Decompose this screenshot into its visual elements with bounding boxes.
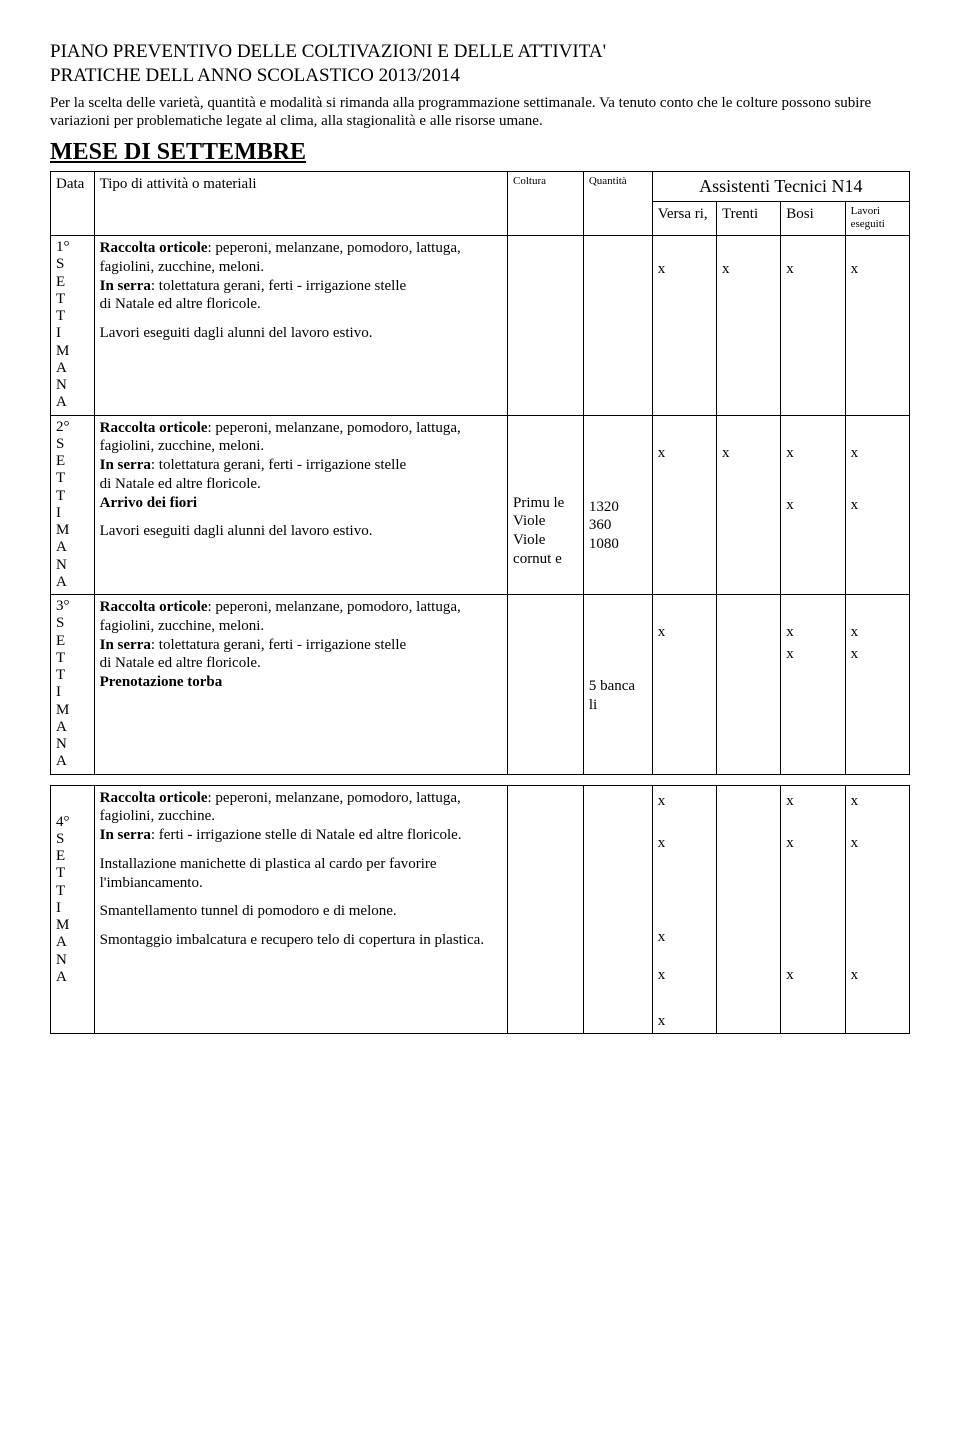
row-week4: 4°SETTIMANA Raccolta orticole: peperoni,… (51, 785, 910, 1033)
week4-body: Raccolta orticole: peperoni, melanzane, … (94, 785, 507, 1033)
week1-c2: x (717, 236, 781, 416)
week2-body: Raccolta orticole: peperoni, melanzane, … (94, 415, 507, 595)
w4-t2: : ferti - irrigazione stelle di Natale e… (151, 827, 462, 843)
w1-t2: : tolettatura gerani, ferti - irrigazion… (151, 278, 406, 294)
title-line2: PRATICHE DELL ANNO SCOLASTICO 2013/2014 (50, 64, 910, 88)
week4-coltura (508, 785, 584, 1033)
w4-t5: Smontaggio imbalcatura e recupero telo d… (100, 931, 502, 950)
week2-coltura: Primu le Viole Viole cornut e (508, 415, 584, 595)
week3-c2 (717, 595, 781, 775)
week1-label: 1°SETTIMANA (51, 236, 95, 416)
w2-t3: di Natale ed altre floricole. (100, 476, 261, 492)
week1-c1: x (652, 236, 716, 416)
w4-t3: Installazione manichette di plastica al … (100, 855, 502, 893)
w3-t3: di Natale ed altre floricole. (100, 655, 261, 671)
w3-t2: : tolettatura gerani, ferti - irrigazion… (151, 637, 406, 653)
w2-b2: In serra (100, 457, 151, 473)
week3-c3: x x (781, 595, 845, 775)
hdr-data: Data (51, 172, 95, 236)
w2-b3: Arrivo dei fiori (100, 495, 197, 511)
week3-qty: 5 banca li (583, 595, 652, 775)
hdr-col4: Lavori eseguiti (845, 201, 909, 236)
row-week1: 1°SETTIMANA Raccolta orticole: peperoni,… (51, 236, 910, 416)
week4-c2 (717, 785, 781, 1033)
w4-b2: In serra (100, 827, 151, 843)
w4-t4: Smantellamento tunnel di pomodoro e di m… (100, 902, 502, 921)
row-week2: 2°SETTIMANA Raccolta orticole: peperoni,… (51, 415, 910, 595)
week2-c2: x (717, 415, 781, 595)
week2-c4: x x (845, 415, 909, 595)
month-heading: MESE DI SETTEMBRE (50, 137, 910, 167)
week4-c1: xx xxx (652, 785, 716, 1033)
title-block: PIANO PREVENTIVO DELLE COLTIVAZIONI E DE… (50, 40, 910, 88)
w1-b2: In serra (100, 278, 151, 294)
week2-qty: 1320 360 1080 (583, 415, 652, 595)
week2-c3: x x (781, 415, 845, 595)
intro-text: Per la scelta delle varietà, quantità e … (50, 94, 910, 132)
hdr-coltura: Coltura (508, 172, 584, 236)
w2-b1: Raccolta orticole (100, 420, 208, 436)
week4-label: 4°SETTIMANA (51, 785, 95, 1033)
week3-c1: x (652, 595, 716, 775)
w3-b3: Prenotazione torba (100, 674, 223, 690)
hdr-col2: Trenti (717, 201, 781, 236)
hdr-assistenti: Assistenti Tecnici N14 (652, 172, 909, 202)
header-row-1: Data Tipo di attività o materiali Coltur… (51, 172, 910, 202)
week3-label: 3°SETTIMANA (51, 595, 95, 775)
w3-b1: Raccolta orticole (100, 599, 208, 615)
week3-coltura (508, 595, 584, 775)
week1-body: Raccolta orticole: peperoni, melanzane, … (94, 236, 507, 416)
hdr-col3: Bosi (781, 201, 845, 236)
hdr-quantita: Quantità (583, 172, 652, 236)
hdr-tipo: Tipo di attività o materiali (94, 172, 507, 236)
week4-c3: xx x (781, 785, 845, 1033)
w1-b1: Raccolta orticole (100, 240, 208, 256)
week2-label: 2°SETTIMANA (51, 415, 95, 595)
week2-c1: x (652, 415, 716, 595)
w4-b1: Raccolta orticole (100, 790, 208, 806)
w1-t3: di Natale ed altre floricole. (100, 296, 261, 312)
week1-c3: x (781, 236, 845, 416)
hdr-col1: Versa ri, (652, 201, 716, 236)
week4-qty (583, 785, 652, 1033)
spacer-row (51, 774, 910, 785)
w1-t4: Lavori eseguiti dagli alunni del lavoro … (100, 324, 502, 343)
week1-c4: x (845, 236, 909, 416)
week3-body: Raccolta orticole: peperoni, melanzane, … (94, 595, 507, 775)
week4-c4: xx x (845, 785, 909, 1033)
week3-c4: x x (845, 595, 909, 775)
plan-table: Data Tipo di attività o materiali Coltur… (50, 171, 910, 1034)
title-line1: PIANO PREVENTIVO DELLE COLTIVAZIONI E DE… (50, 40, 910, 64)
w3-b2: In serra (100, 637, 151, 653)
week1-coltura (508, 236, 584, 416)
w2-t2: : tolettatura gerani, ferti - irrigazion… (151, 457, 406, 473)
week1-qty (583, 236, 652, 416)
w2-t4: Lavori eseguiti dagli alunni del lavoro … (100, 522, 502, 541)
row-week3: 3°SETTIMANA Raccolta orticole: peperoni,… (51, 595, 910, 775)
